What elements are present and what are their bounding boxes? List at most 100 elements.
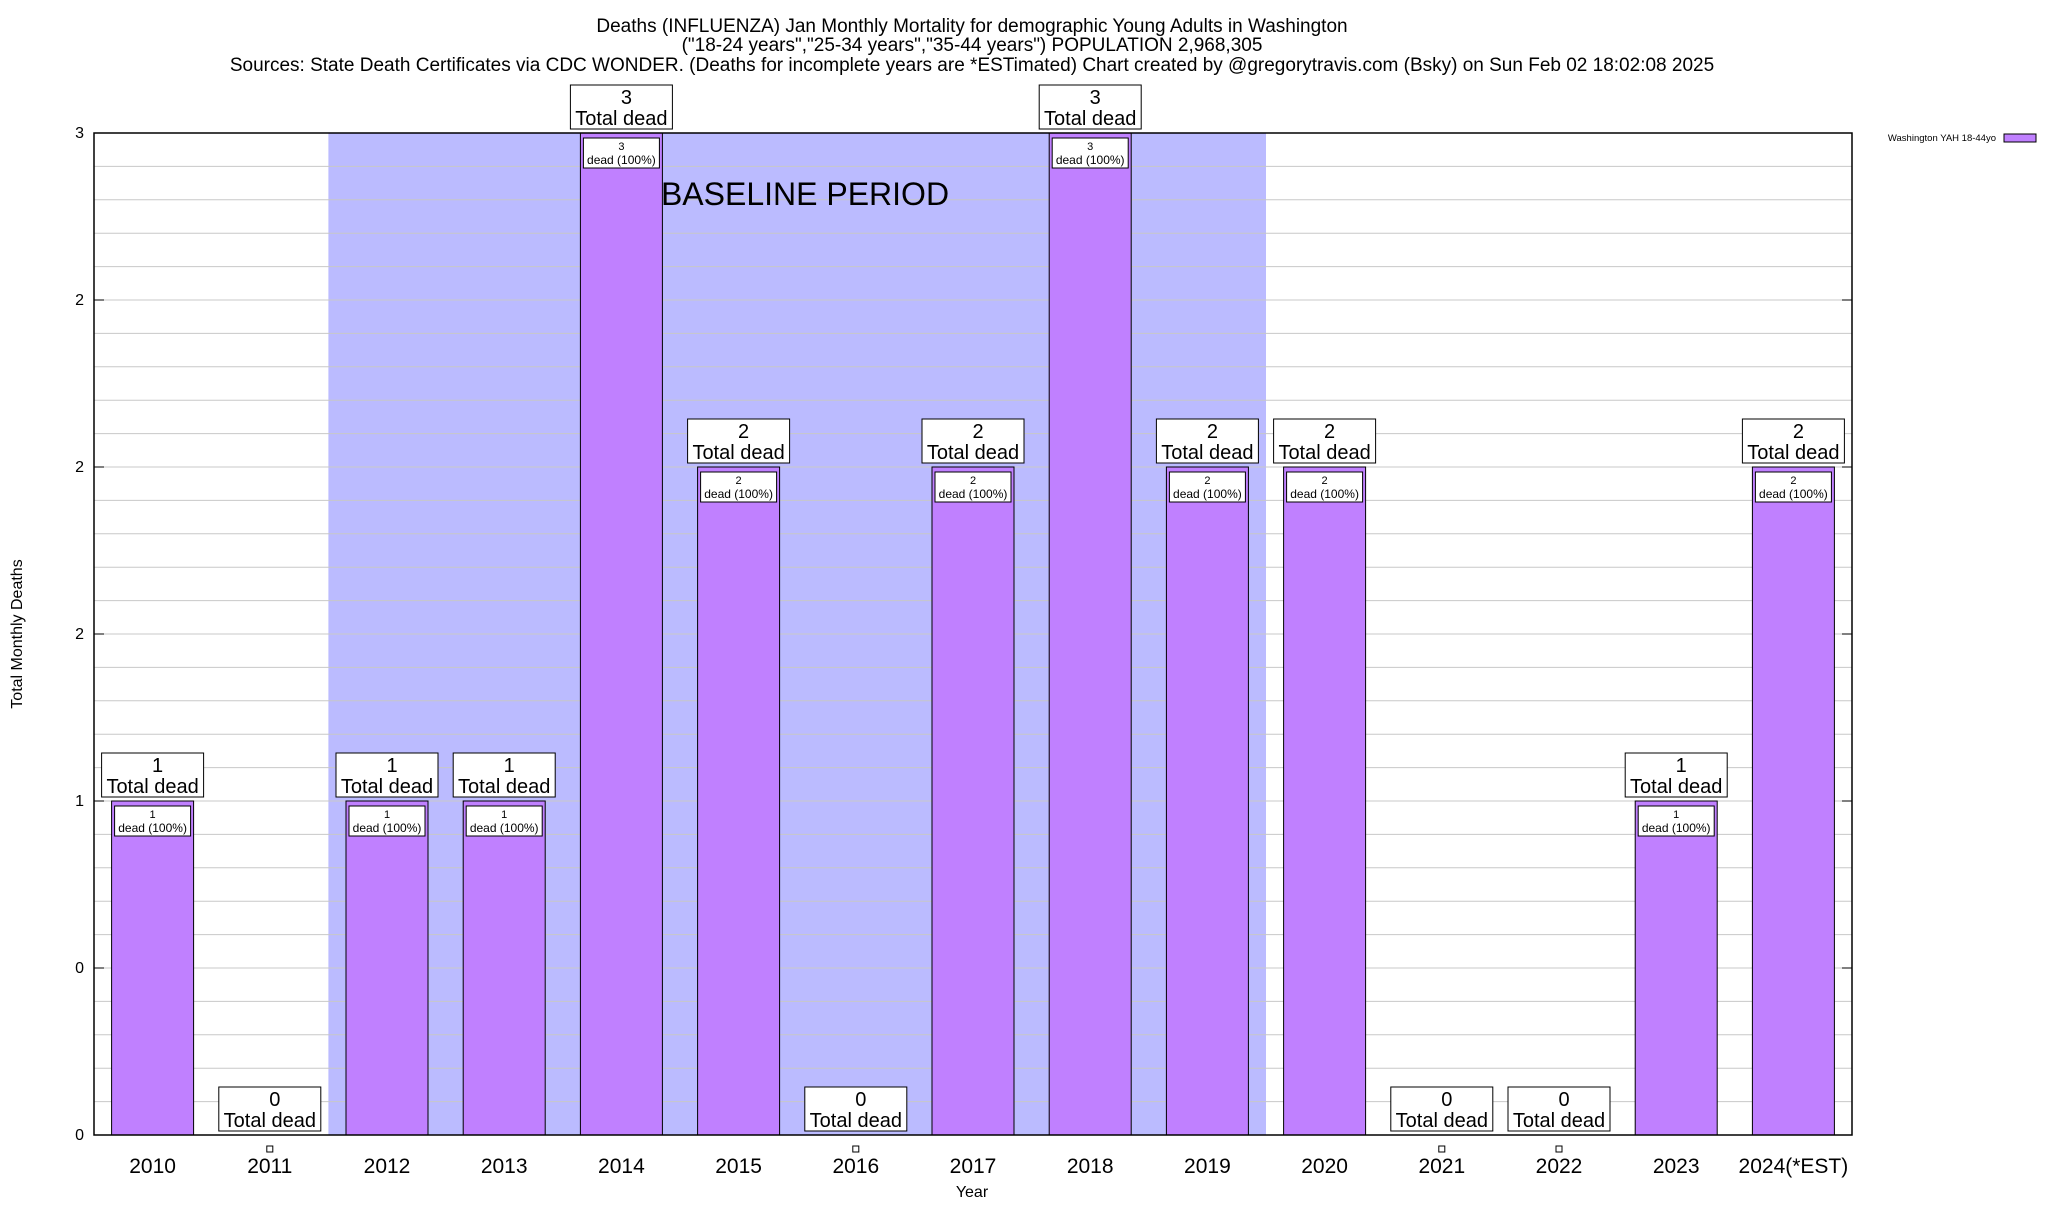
- bar: [1048, 132, 1132, 1136]
- total-value-label: 0: [855, 1089, 866, 1111]
- bar-value-label: 1: [1673, 809, 1679, 821]
- total-label-box: [1273, 418, 1377, 464]
- y-tick-label: 2: [75, 459, 84, 476]
- total-dead-label: Total dead: [1747, 442, 1839, 464]
- bar-percent-label: dead (100%): [1290, 487, 1359, 501]
- bar: [1751, 466, 1835, 1136]
- bar-percent-label: dead (100%): [118, 821, 187, 835]
- total-dead-label: Total dead: [810, 1110, 902, 1132]
- bar-percent-label: dead (100%): [704, 487, 773, 501]
- bar-label-box: [1754, 471, 1832, 503]
- y-axis-label: Total Monthly Deaths: [9, 559, 26, 708]
- total-label-box: [218, 1086, 322, 1132]
- total-value-label: 2: [972, 421, 983, 443]
- total-label-box: [1507, 1086, 1611, 1132]
- total-value-label: 1: [152, 755, 163, 777]
- bar: [931, 466, 1015, 1136]
- bar: [1634, 800, 1718, 1136]
- bar-value-label: 2: [1790, 475, 1796, 487]
- bar-value-label: 2: [1204, 475, 1210, 487]
- chart-subtitle: ("18-24 years","25-34 years","35-44 year…: [682, 35, 1263, 56]
- total-dead-label: Total dead: [1513, 1110, 1605, 1132]
- total-value-label: 2: [738, 421, 749, 443]
- total-dead-label: Total dead: [1396, 1110, 1488, 1132]
- bar-percent-label: dead (100%): [1173, 487, 1242, 501]
- y-tick-label: 2: [75, 626, 84, 643]
- bar-percent-label: dead (100%): [1056, 153, 1125, 167]
- x-tick-label: 2017: [950, 1155, 997, 1178]
- total-label-box: [1741, 418, 1845, 464]
- chart-title: Deaths (INFLUENZA) Jan Monthly Mortality…: [596, 16, 1347, 37]
- legend-label: Washington YAH 18-44yo: [1888, 133, 1996, 144]
- total-label-box: [1038, 84, 1142, 130]
- zero-marker: [1555, 1145, 1563, 1153]
- bar-value-label: 2: [970, 475, 976, 487]
- bar: [1283, 466, 1367, 1136]
- legend-swatch: [2003, 133, 2037, 143]
- x-tick-label: 2024(*EST): [1739, 1155, 1849, 1178]
- total-dead-label: Total dead: [927, 442, 1019, 464]
- total-label-box: [569, 84, 673, 130]
- bar-value-label: 3: [1087, 141, 1093, 153]
- y-tick-label: 1: [75, 793, 84, 810]
- total-value-label: 0: [1558, 1089, 1569, 1111]
- total-value-label: 2: [1207, 421, 1218, 443]
- y-tick-label: 0: [75, 960, 84, 977]
- total-label-box: [101, 752, 205, 798]
- zero-marker: [1438, 1145, 1446, 1153]
- total-value-label: 2: [1324, 421, 1335, 443]
- chart-source: Sources: State Death Certificates via CD…: [230, 55, 1714, 76]
- total-label-box: [687, 418, 791, 464]
- x-tick-label: 2019: [1184, 1155, 1231, 1178]
- bar-percent-label: dead (100%): [353, 821, 422, 835]
- bar-label-box: [582, 137, 660, 169]
- zero-marker: [266, 1145, 274, 1153]
- total-dead-label: Total dead: [1044, 108, 1136, 130]
- x-tick-label: 2013: [481, 1155, 528, 1178]
- bar-percent-label: dead (100%): [587, 153, 656, 167]
- bar-value-label: 1: [384, 809, 390, 821]
- bar: [345, 800, 429, 1136]
- total-dead-label: Total dead: [458, 776, 550, 798]
- total-dead-label: Total dead: [692, 442, 784, 464]
- x-tick-label: 2014: [598, 1155, 645, 1178]
- x-tick-label: 2015: [715, 1155, 762, 1178]
- total-dead-label: Total dead: [575, 108, 667, 130]
- x-axis-label: Year: [956, 1184, 989, 1200]
- total-value-label: 1: [386, 755, 397, 777]
- bar: [462, 800, 546, 1136]
- x-tick-label: 2010: [129, 1155, 176, 1178]
- total-dead-label: Total dead: [341, 776, 433, 798]
- x-tick-label: 2021: [1418, 1155, 1465, 1178]
- bar-value-label: 1: [150, 809, 156, 821]
- bar-value-label: 2: [1322, 475, 1328, 487]
- bar: [111, 800, 195, 1136]
- total-label-box: [1155, 418, 1259, 464]
- bar-value-label: 1: [501, 809, 507, 821]
- bar-percent-label: dead (100%): [1759, 487, 1828, 501]
- bar-percent-label: dead (100%): [470, 821, 539, 835]
- bar-label-box: [114, 805, 192, 837]
- total-value-label: 0: [269, 1089, 280, 1111]
- baseline-label: BASELINE PERIOD: [661, 176, 949, 212]
- zero-marker: [852, 1145, 860, 1153]
- total-value-label: 1: [504, 755, 515, 777]
- total-label-box: [452, 752, 556, 798]
- total-label-box: [335, 752, 439, 798]
- total-value-label: 3: [1090, 87, 1101, 109]
- x-tick-label: 2016: [832, 1155, 879, 1178]
- bar: [579, 132, 663, 1136]
- bar-label-box: [348, 805, 426, 837]
- bar-percent-label: dead (100%): [1642, 821, 1711, 835]
- y-tick-label: 3: [75, 125, 84, 142]
- total-value-label: 3: [621, 87, 632, 109]
- x-tick-label: 2012: [364, 1155, 411, 1178]
- bar-label-box: [465, 805, 543, 837]
- bar-label-box: [1286, 471, 1364, 503]
- total-dead-label: Total dead: [1630, 776, 1722, 798]
- bar-label-box: [1051, 137, 1129, 169]
- total-dead-label: Total dead: [106, 776, 198, 798]
- total-value-label: 2: [1793, 421, 1804, 443]
